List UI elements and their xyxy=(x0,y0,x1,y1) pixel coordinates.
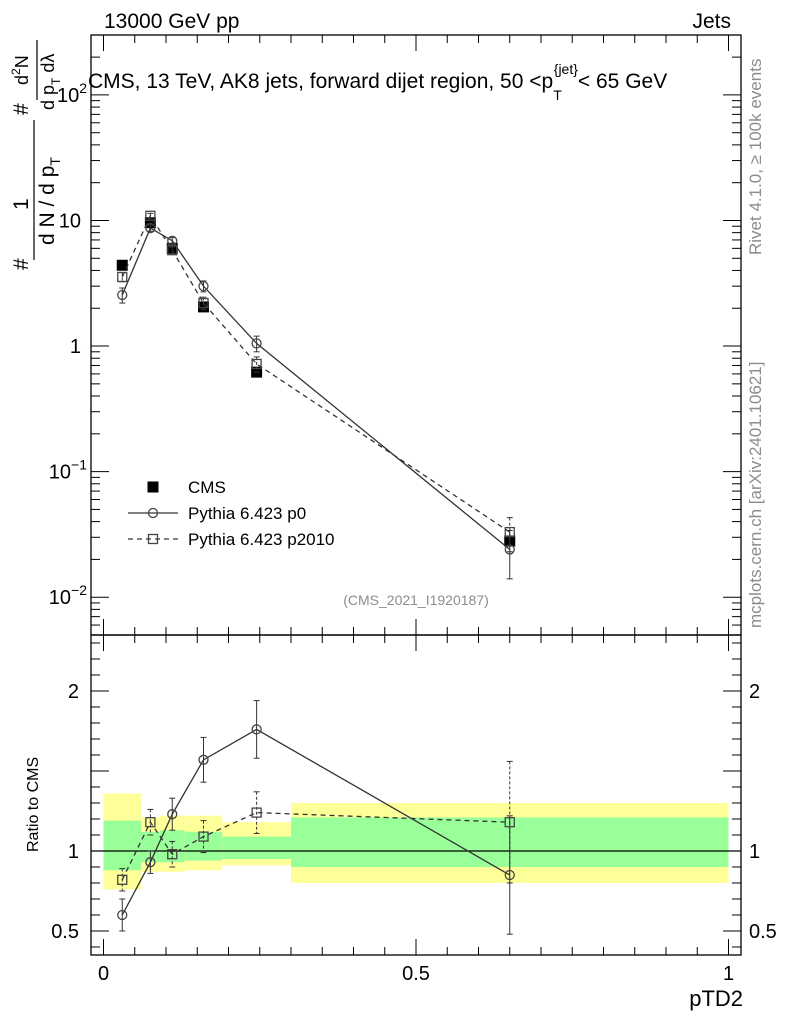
x-tick-label: 1 xyxy=(723,963,734,985)
ylabel-numerator: d2N xyxy=(9,55,32,85)
header-category: Jets xyxy=(692,10,731,33)
marker-open-square xyxy=(198,297,209,309)
marker-open-circle xyxy=(145,222,156,234)
y-tick-label: 1 xyxy=(68,841,79,863)
marker-open-circle xyxy=(198,280,209,292)
ylabel-hash-left: # xyxy=(10,258,33,270)
uncertainty-band-green xyxy=(103,820,141,871)
marker-open-circle xyxy=(504,869,515,881)
main-axes: 10−2 10−1 1 10 102 xyxy=(49,34,741,636)
ylabel-hash-right: # xyxy=(10,103,33,115)
header-energy: 13000 GeV pp xyxy=(104,10,239,33)
marker-open-square xyxy=(504,526,515,538)
y-tick-label-right: 0.5 xyxy=(749,921,777,943)
x-tick-label: 0 xyxy=(98,963,109,985)
y-tick-label: 0.5 xyxy=(51,921,79,943)
mcplots-label: mcplots.cern.ch [arXiv:2401.10621] xyxy=(746,362,765,628)
ratio-ylabel: Ratio to CMS xyxy=(25,757,42,852)
ratio-xlabel: pTD2 xyxy=(689,986,743,1011)
main-ylabel: # 1 d N / d pT # d2N d pT dλ xyxy=(9,40,63,270)
marker-filled-square xyxy=(116,259,128,271)
marker-open-square xyxy=(145,210,156,221)
legend-label: CMS xyxy=(188,478,226,497)
ratio-panel: 0 0.5 1 0.5 0.5 1 1 2 2 Ratio to CMS pTD2 xyxy=(25,634,777,1011)
y-tick-label-right: 2 xyxy=(749,681,760,703)
x-tick-label: 0.5 xyxy=(402,963,430,985)
y-tick-label: 1 xyxy=(70,336,81,358)
series-line xyxy=(121,728,511,916)
y-tick-label: 10−2 xyxy=(49,582,87,609)
marker-open-square xyxy=(117,874,128,885)
marker-open-square xyxy=(167,245,178,256)
marker-open-square xyxy=(145,817,156,828)
legend: CMS Pythia 6.423 p0 Pythia 6.423 p2010 xyxy=(128,478,335,549)
main-panel: 10−2 10−1 1 10 102 CMS, 13 TeV, AK8 jets, fo… xyxy=(9,34,742,636)
main-title: CMS, 13 TeV, AK8 jets, forward dijet reg… xyxy=(88,61,667,103)
marker-open-square xyxy=(147,533,159,545)
marker-open-circle xyxy=(167,809,178,820)
ylabel-denominator: d N / d pT xyxy=(36,157,63,245)
y-tick-label: 10 xyxy=(59,210,81,232)
marker-open-circle xyxy=(147,507,159,519)
marker-open-square xyxy=(251,807,262,818)
y-tick-label: 2 xyxy=(68,681,79,703)
marker-filled-square xyxy=(147,481,159,493)
main-plot-content xyxy=(116,210,516,580)
marker-open-square xyxy=(167,849,178,860)
marker-open-circle xyxy=(251,724,262,735)
legend-label: Pythia 6.423 p2010 xyxy=(188,530,335,549)
y-tick-label-right: 1 xyxy=(749,841,760,863)
main-watermark: (CMS_2021_I1920187) xyxy=(343,592,489,608)
marker-open-circle xyxy=(145,857,156,868)
ratio-plot-content xyxy=(91,700,741,935)
uncertainty-band-green xyxy=(141,831,160,863)
y-tick-label: 10−1 xyxy=(49,457,87,484)
series-line xyxy=(121,214,511,533)
marker-open-square xyxy=(198,831,209,842)
uncertainty-band-green xyxy=(222,836,291,859)
marker-open-circle xyxy=(198,754,209,765)
marker-filled-square xyxy=(144,217,156,229)
series-line xyxy=(121,227,511,550)
y-tick-label: 102 xyxy=(57,80,87,107)
marker-open-circle xyxy=(117,909,128,921)
series-line xyxy=(121,811,510,881)
legend-label: Pythia 6.423 p0 xyxy=(188,504,306,523)
ylabel-one: 1 xyxy=(10,198,33,210)
marker-open-circle xyxy=(251,338,262,349)
ratio-axes: 0 0.5 1 0.5 0.5 1 1 2 2 xyxy=(51,635,777,985)
marker-open-square xyxy=(504,817,515,828)
ratio-frame xyxy=(90,634,742,956)
marker-open-square xyxy=(251,358,262,370)
rivet-label: Rivet 4.1.0, ≥ 100k events xyxy=(746,59,765,255)
marker-open-circle xyxy=(117,289,128,301)
marker-open-square xyxy=(117,271,128,283)
